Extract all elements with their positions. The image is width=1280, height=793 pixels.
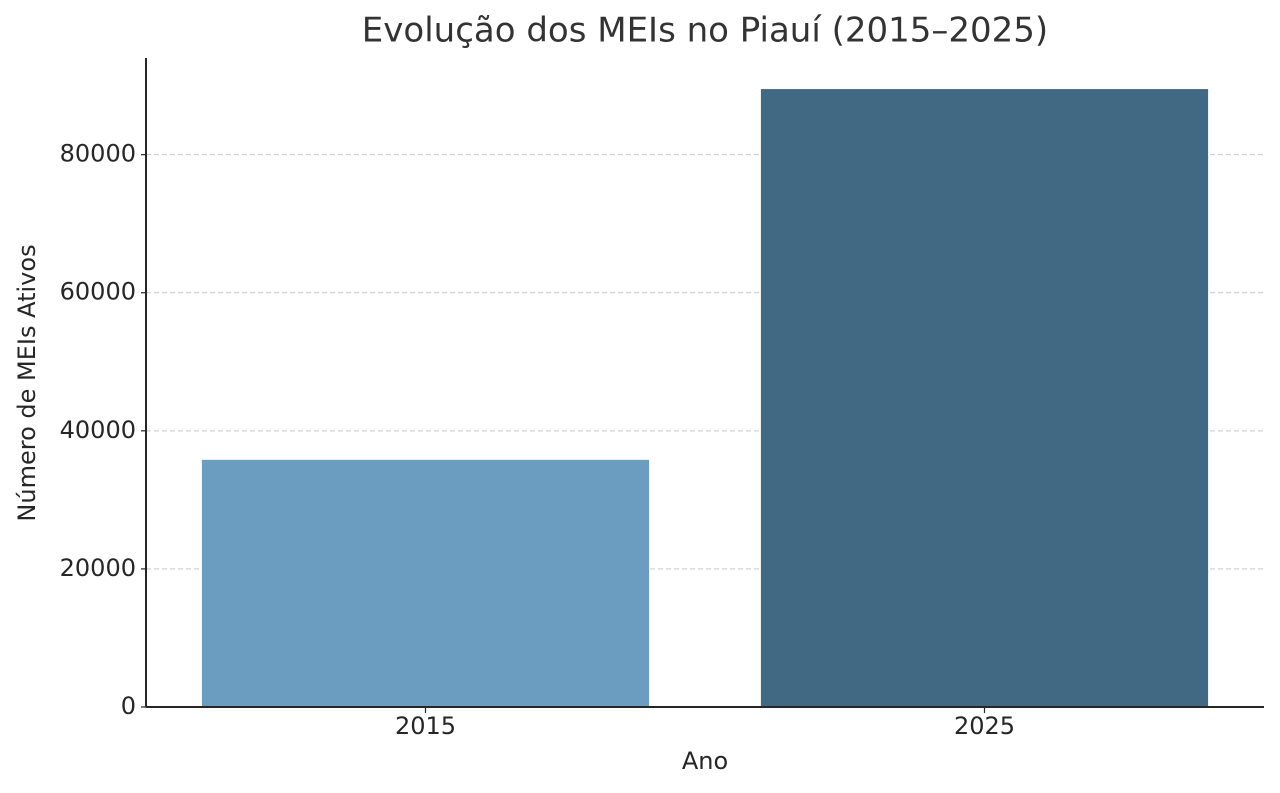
- x-tick-label: 2025: [954, 712, 1015, 740]
- bar: [760, 89, 1209, 707]
- y-tick-label: 20000: [60, 554, 136, 582]
- x-axis-label: Ano: [682, 747, 728, 775]
- y-tick-label: 60000: [60, 278, 136, 306]
- x-tick-label: 2015: [395, 712, 456, 740]
- y-tick-label: 40000: [60, 416, 136, 444]
- y-tick-label: 80000: [60, 140, 136, 168]
- y-tick-label: 0: [121, 692, 136, 720]
- bar: [201, 459, 650, 707]
- chart-title: Evolução dos MEIs no Piauí (2015–2025): [362, 11, 1048, 51]
- y-axis-label: Número de MEIs Ativos: [13, 244, 41, 521]
